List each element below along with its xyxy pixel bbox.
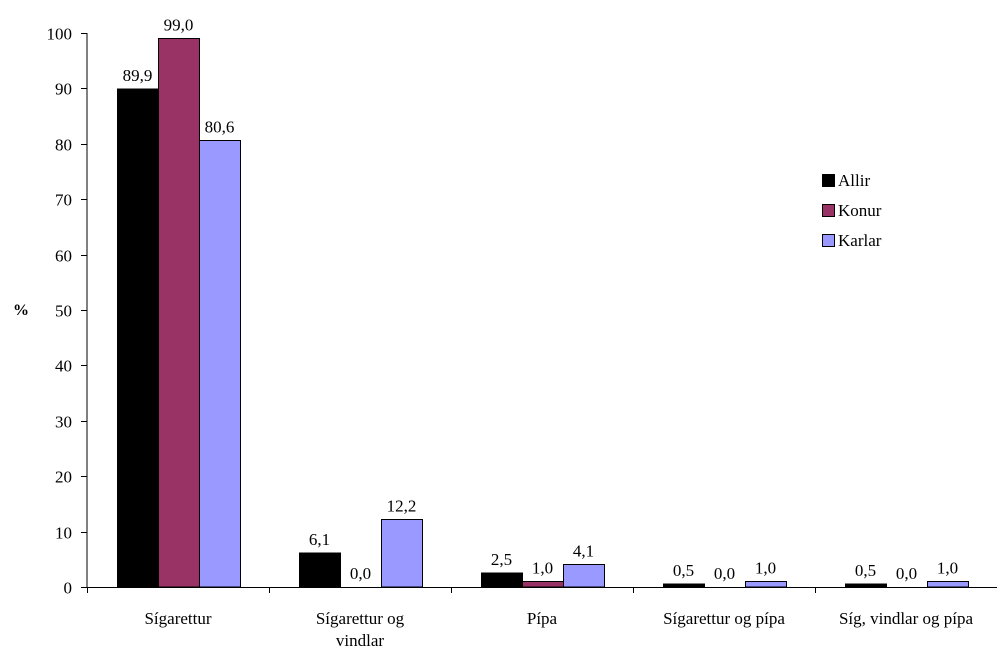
y-tick-label: 70 [55, 191, 72, 210]
data-label: 99,0 [164, 16, 194, 35]
x-tick-label: Sígarettur og pípa [663, 609, 785, 628]
bar-allir [663, 583, 705, 588]
data-label: 6,1 [309, 530, 330, 549]
bar-karlar [381, 518, 423, 588]
legend-label: Konur [838, 201, 882, 220]
bar-konur [522, 580, 564, 588]
data-label: 0,0 [896, 564, 917, 583]
bar-allir [117, 88, 159, 588]
x-tick-label: Síg, vindlar og pípa [839, 609, 974, 628]
y-axis-title: % [13, 302, 29, 319]
data-label: 0,0 [714, 564, 735, 583]
y-tick-label: 20 [55, 468, 72, 487]
y-tick-label: 30 [55, 413, 72, 432]
bar-karlar [199, 139, 241, 588]
x-tick-label: Sígarettur og [316, 609, 405, 628]
y-tick-label: 10 [55, 524, 72, 543]
y-tick-label: 80 [55, 136, 72, 155]
data-label: 4,1 [573, 541, 594, 560]
category-labels: Sígarettur Sígarettur og vindlar Pípa Sígare… [144, 609, 973, 650]
legend-label: Karlar [838, 231, 882, 250]
data-label: 89,9 [123, 66, 153, 85]
y-tick-label: 50 [55, 302, 72, 321]
data-label: 12,2 [387, 496, 417, 515]
data-label: 0,0 [350, 564, 371, 583]
y-tick-label: 100 [47, 25, 73, 44]
bar-karlar [563, 563, 605, 588]
legend-swatch-konur [822, 204, 835, 217]
bar-karlar [927, 580, 969, 588]
legend: Allir Konur Karlar [822, 171, 882, 250]
data-label: 2,5 [491, 550, 512, 569]
y-tick-label: 90 [55, 80, 72, 99]
data-label: 1,0 [937, 558, 958, 577]
data-label: 80,6 [205, 117, 235, 136]
y-tick-label: 60 [55, 247, 72, 266]
x-tick-label: Sígarettur [144, 609, 211, 628]
bar-karlar [745, 580, 787, 588]
y-tick-label: 0 [64, 579, 73, 598]
x-tick-label: Pípa [527, 609, 558, 628]
legend-label: Allir [838, 171, 870, 190]
bar-konur [158, 38, 200, 588]
data-label: 0,5 [855, 561, 876, 580]
bars [117, 38, 969, 588]
data-labels: 89,9 99,0 80,6 6,1 0,0 12,2 2,5 1,0 4,1 0,5 0,0 1,0… [123, 16, 959, 583]
y-axis: 0 10 20 30 40 50 60 70 80 90 100 [47, 25, 88, 598]
y-tick-label: 40 [55, 357, 72, 376]
x-tick-label: vindlar [336, 631, 384, 650]
bar-allir [845, 583, 887, 588]
legend-swatch-allir [822, 174, 835, 187]
data-label: 1,0 [532, 558, 553, 577]
bar-allir [481, 572, 523, 588]
legend-swatch-karlar [822, 234, 835, 247]
x-axis [87, 587, 997, 593]
data-label: 0,5 [673, 561, 694, 580]
data-label: 1,0 [755, 558, 776, 577]
bar-allir [299, 552, 341, 588]
